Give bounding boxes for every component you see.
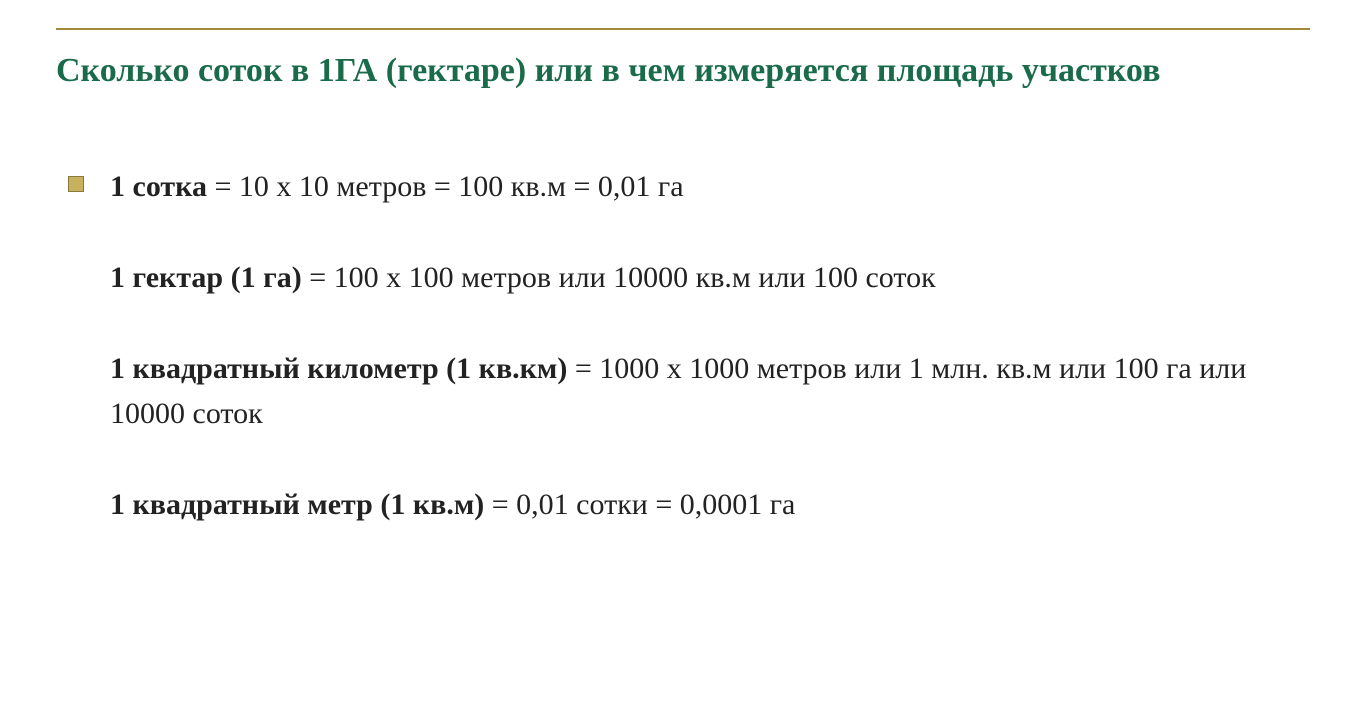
list-item: 1 квадратный метр (1 кв.м) = 0,01 сотки … bbox=[68, 482, 1318, 527]
item-rest: = 10 х 10 метров = 100 кв.м = 0,01 га bbox=[207, 170, 684, 203]
list-item: 1 квадратный километр (1 кв.км) = 1000 х… bbox=[68, 346, 1318, 436]
item-text: 1 квадратный километр (1 кв.км) = 1000 х… bbox=[110, 346, 1318, 436]
item-term: 1 квадратный метр (1 кв.м) bbox=[110, 488, 484, 521]
slide-body: 1 сотка = 10 х 10 метров = 100 кв.м = 0,… bbox=[48, 164, 1318, 527]
title-rule: Сколько соток в 1ГА (гектаре) или в чем … bbox=[56, 28, 1310, 94]
item-rest: = 100 х 100 метров или 10000 кв.м или 10… bbox=[302, 261, 936, 294]
item-rest: = 0,01 сотки = 0,0001 га bbox=[484, 488, 795, 521]
item-term: 1 квадратный километр (1 кв.км) bbox=[110, 352, 567, 385]
item-text: 1 квадратный метр (1 кв.м) = 0,01 сотки … bbox=[110, 482, 795, 527]
slide-title: Сколько соток в 1ГА (гектаре) или в чем … bbox=[56, 48, 1310, 94]
slide: Сколько соток в 1ГА (гектаре) или в чем … bbox=[0, 0, 1366, 704]
bullet-icon bbox=[68, 176, 84, 192]
item-text: 1 гектар (1 га) = 100 х 100 метров или 1… bbox=[110, 255, 936, 300]
list-item: 1 сотка = 10 х 10 метров = 100 кв.м = 0,… bbox=[68, 164, 1318, 209]
item-text: 1 сотка = 10 х 10 метров = 100 кв.м = 0,… bbox=[110, 164, 684, 209]
item-term: 1 гектар (1 га) bbox=[110, 261, 302, 294]
list-item: 1 гектар (1 га) = 100 х 100 метров или 1… bbox=[68, 255, 1318, 300]
item-term: 1 сотка bbox=[110, 170, 207, 203]
